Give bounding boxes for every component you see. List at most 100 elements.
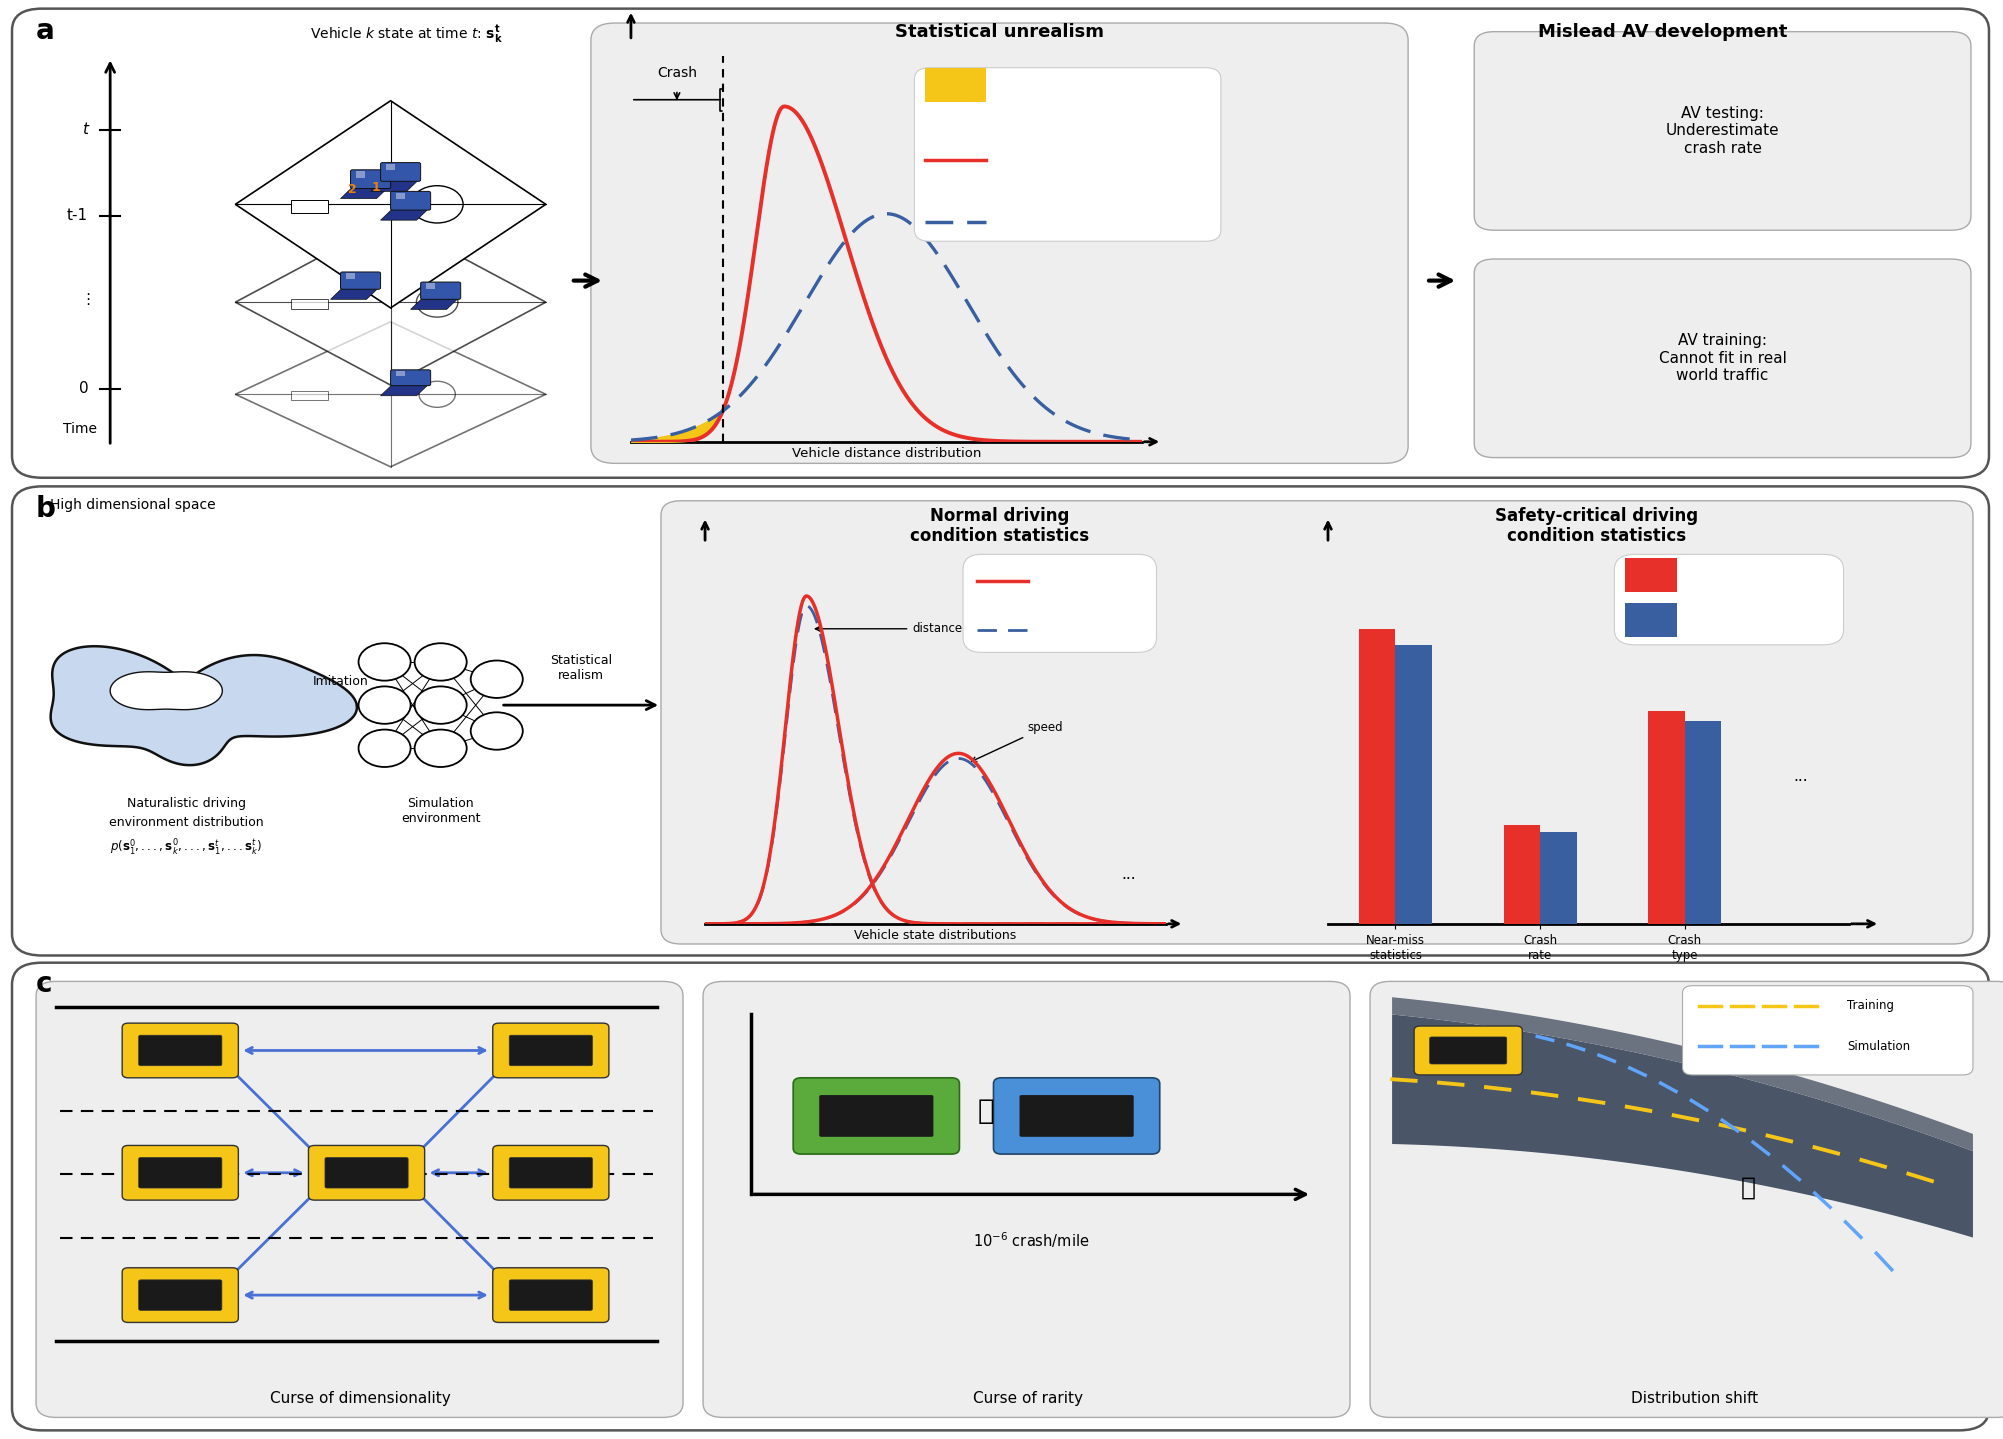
Polygon shape (381, 384, 429, 396)
Text: environment distribution: environment distribution (108, 816, 264, 829)
Text: Naturalistic driving: Naturalistic driving (126, 797, 246, 810)
FancyBboxPatch shape (793, 1078, 959, 1154)
Polygon shape (110, 672, 222, 709)
Polygon shape (1392, 997, 1973, 1151)
Text: Real-world: Real-world (1687, 568, 1751, 581)
FancyBboxPatch shape (122, 1023, 238, 1078)
Polygon shape (427, 283, 435, 289)
Polygon shape (330, 288, 379, 299)
FancyBboxPatch shape (138, 1035, 222, 1066)
Text: Vehicle $k$ state at time $t$: $\mathbf{s}_\mathbf{k}^\mathbf{t}$: Vehicle $k$ state at time $t$: $\mathbf{… (310, 23, 503, 45)
Text: Distribution shift: Distribution shift (1630, 1392, 1759, 1406)
Bar (1540, 832, 1576, 924)
Text: AV training:
Cannot fit in real
world traffic: AV training: Cannot fit in real world tr… (1658, 334, 1787, 383)
Circle shape (341, 196, 373, 219)
FancyBboxPatch shape (341, 272, 381, 289)
FancyBboxPatch shape (1683, 986, 1973, 1075)
X-axis label: Vehicle state distributions: Vehicle state distributions (853, 930, 1018, 943)
FancyBboxPatch shape (12, 9, 1989, 478)
Circle shape (359, 643, 411, 681)
Text: 2: 2 (349, 183, 357, 197)
Text: AV testing:
Underestimate
crash rate: AV testing: Underestimate crash rate (1666, 106, 1779, 155)
FancyBboxPatch shape (290, 391, 328, 400)
FancyBboxPatch shape (290, 200, 328, 213)
Polygon shape (341, 187, 389, 199)
FancyBboxPatch shape (381, 163, 421, 181)
Text: t: t (82, 122, 88, 137)
Text: a: a (36, 17, 54, 45)
Text: ⋮: ⋮ (80, 292, 96, 307)
FancyBboxPatch shape (1624, 603, 1677, 637)
Polygon shape (381, 209, 429, 220)
Polygon shape (371, 180, 419, 191)
Text: Training: Training (1847, 999, 1893, 1013)
Text: Simulation: Simulation (995, 216, 1060, 229)
FancyBboxPatch shape (509, 1035, 593, 1066)
FancyBboxPatch shape (819, 1095, 933, 1137)
FancyBboxPatch shape (324, 1157, 409, 1189)
Text: Mislead AV development: Mislead AV development (1538, 23, 1787, 42)
Bar (1358, 629, 1396, 924)
Circle shape (415, 730, 467, 767)
FancyBboxPatch shape (661, 501, 1973, 944)
Text: $p(\mathbf{s}_1^0,...,\mathbf{s}_k^0,...,\mathbf{s}_1^t,...\mathbf{s}_k^t)$: $p(\mathbf{s}_1^0,...,\mathbf{s}_k^0,...… (110, 837, 262, 858)
Text: Normal driving
condition statistics: Normal driving condition statistics (909, 507, 1090, 545)
Text: Curse of rarity: Curse of rarity (973, 1392, 1082, 1406)
FancyBboxPatch shape (12, 963, 1989, 1430)
Text: ...: ... (1122, 868, 1136, 882)
FancyBboxPatch shape (1614, 554, 1843, 645)
FancyBboxPatch shape (493, 1023, 609, 1078)
Circle shape (415, 643, 467, 681)
FancyBboxPatch shape (1474, 259, 1971, 458)
Circle shape (471, 661, 523, 698)
FancyBboxPatch shape (493, 1268, 609, 1322)
Circle shape (328, 207, 361, 230)
FancyBboxPatch shape (591, 23, 1408, 463)
FancyBboxPatch shape (36, 981, 683, 1417)
Text: c: c (36, 970, 52, 997)
Text: Simulation: Simulation (1847, 1039, 1911, 1053)
FancyBboxPatch shape (391, 370, 431, 386)
Text: t-1: t-1 (66, 209, 88, 223)
Text: ...: ... (1793, 768, 1809, 784)
FancyBboxPatch shape (509, 1279, 593, 1311)
FancyBboxPatch shape (308, 1145, 425, 1200)
Polygon shape (397, 371, 405, 377)
FancyBboxPatch shape (421, 282, 461, 299)
Text: b: b (36, 495, 56, 522)
FancyBboxPatch shape (122, 1145, 238, 1200)
FancyBboxPatch shape (1414, 1026, 1522, 1075)
FancyBboxPatch shape (138, 1279, 222, 1311)
FancyBboxPatch shape (12, 486, 1989, 955)
FancyBboxPatch shape (509, 1157, 593, 1189)
Text: Statistical
realism: Statistical realism (549, 655, 613, 682)
Circle shape (359, 730, 411, 767)
FancyBboxPatch shape (993, 1078, 1160, 1154)
Text: Crash rate error: Crash rate error (995, 79, 1092, 92)
Text: Simulation: Simulation (1687, 614, 1751, 627)
FancyBboxPatch shape (351, 170, 391, 189)
Text: Curse of dimensionality: Curse of dimensionality (270, 1392, 451, 1406)
Bar (1685, 721, 1721, 924)
Circle shape (471, 712, 523, 750)
Text: High dimensional space: High dimensional space (50, 498, 216, 512)
Text: 💥: 💥 (977, 1097, 993, 1125)
Polygon shape (50, 646, 357, 766)
FancyBboxPatch shape (963, 554, 1156, 652)
Text: 💥: 💥 (1741, 1176, 1757, 1199)
X-axis label: Vehicle distance distribution: Vehicle distance distribution (791, 448, 981, 460)
FancyBboxPatch shape (138, 1157, 222, 1189)
Circle shape (359, 686, 411, 724)
FancyBboxPatch shape (1474, 32, 1971, 230)
Circle shape (351, 184, 383, 207)
FancyBboxPatch shape (493, 1145, 609, 1200)
Text: Real-world: Real-world (995, 154, 1060, 167)
Text: 1: 1 (373, 180, 381, 194)
Polygon shape (387, 164, 395, 170)
Text: Simulation: Simulation (1038, 625, 1096, 635)
Text: Crash: Crash (657, 66, 697, 81)
Text: Time: Time (64, 422, 96, 436)
FancyBboxPatch shape (915, 68, 1222, 242)
Text: distance: distance (815, 622, 963, 635)
Bar (1504, 826, 1540, 924)
